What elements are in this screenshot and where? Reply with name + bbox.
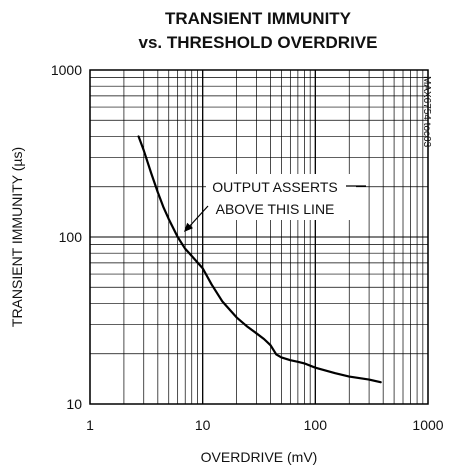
x-tick-label: 1000: [412, 417, 443, 433]
x-axis-label: OVERDRIVE (mV): [201, 449, 318, 465]
y-axis-label: TRANSIENT IMMUNITY (µs): [9, 147, 25, 327]
plot-frame: [89, 69, 429, 405]
y-tick-label: 100: [59, 229, 83, 245]
series-line: [137, 135, 382, 384]
chart-title-line2: vs. THRESHOLD OVERDRIVE: [139, 33, 378, 52]
annotation-line2: ABOVE THIS LINE: [216, 201, 335, 217]
y-tick-label: 1000: [51, 62, 82, 78]
annotation-arrow: [187, 205, 209, 229]
x-tick-label: 1: [86, 417, 94, 433]
y-tick-label: 10: [66, 396, 82, 412]
grid: [89, 69, 429, 405]
annotation-line1: OUTPUT ASSERTS: [212, 179, 338, 195]
chart-title-line1: TRANSIENT IMMUNITY: [165, 9, 352, 28]
annotation-arrowhead: [184, 222, 193, 232]
annotation-background: [206, 174, 356, 220]
x-tick-label: 100: [304, 417, 328, 433]
figure-code-label: MAX6754 toc03: [421, 76, 432, 148]
x-tick-label: 10: [195, 417, 211, 433]
annotation: OUTPUT ASSERTS ABOVE THIS LINE: [184, 174, 366, 232]
